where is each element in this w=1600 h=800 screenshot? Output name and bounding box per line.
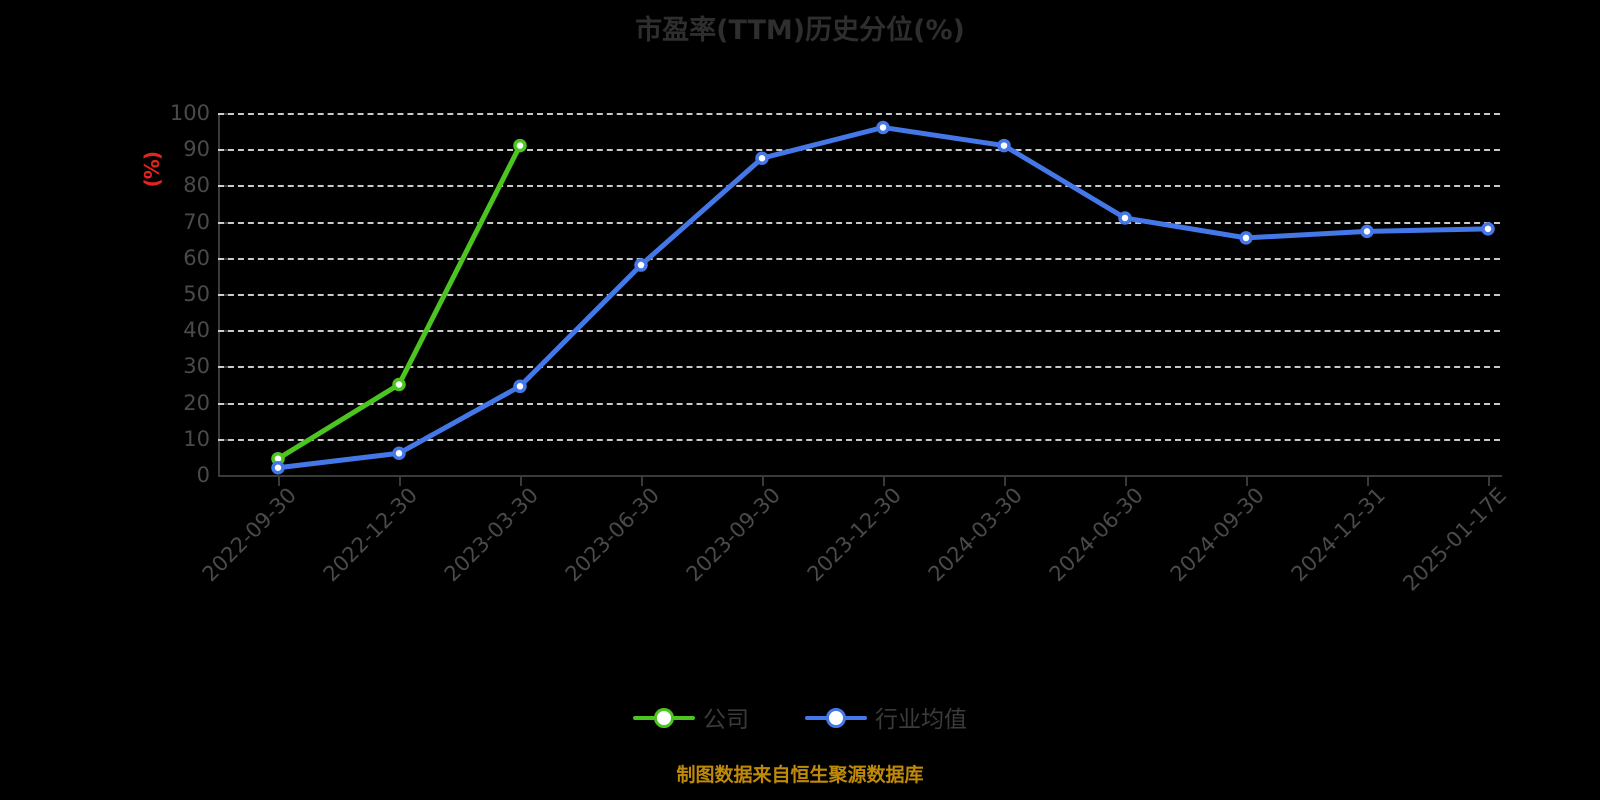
x-tick-label-8: 2024-09-30	[1165, 483, 1269, 587]
x-tick-mark-5	[883, 475, 885, 486]
gridline-100	[218, 113, 1500, 115]
gridline-10	[218, 438, 1500, 441]
data-point-行业均值-10[interactable]	[1481, 222, 1495, 236]
x-tick-mark-4	[762, 475, 764, 486]
legend-swatch-industry	[805, 705, 867, 729]
x-tick-label-5: 2023-12-30	[802, 483, 906, 587]
legend-item-industry[interactable]: 行业均值	[805, 700, 967, 734]
series-layer	[271, 120, 1495, 475]
y-tick-label-70: 70	[183, 209, 210, 234]
x-tick-label-3: 2023-06-30	[560, 483, 664, 587]
data-point-行业均值-0[interactable]	[271, 461, 285, 475]
x-tick-mark-1	[399, 475, 401, 486]
y-tick-label-40: 40	[183, 318, 210, 343]
y-tick-label-60: 60	[183, 245, 210, 270]
x-tick-mark-2	[520, 475, 522, 486]
x-tick-label-7: 2024-06-30	[1044, 483, 1148, 587]
y-tick-label-10: 10	[183, 426, 210, 451]
x-tick-mark-9	[1367, 475, 1369, 486]
data-point-行业均值-7[interactable]	[1118, 211, 1132, 225]
gridline-70	[218, 221, 1500, 224]
gridline-90	[218, 149, 1500, 152]
plot-area	[218, 113, 1500, 475]
gridline-30	[218, 366, 1500, 369]
gridline-60	[218, 257, 1500, 260]
gridline-80	[218, 185, 1500, 188]
y-tick-label-90: 90	[183, 137, 210, 162]
legend-swatch-company	[633, 705, 695, 729]
x-tick-label-9: 2024-12-31	[1286, 483, 1390, 587]
x-tick-mark-0	[278, 475, 280, 486]
data-point-行业均值-8[interactable]	[1239, 231, 1253, 245]
x-tick-mark-8	[1246, 475, 1248, 486]
data-point-行业均值-5[interactable]	[876, 120, 890, 135]
x-tick-label-2: 2023-03-30	[439, 483, 543, 587]
data-point-行业均值-9[interactable]	[1360, 224, 1374, 239]
data-point-公司-1[interactable]	[392, 377, 406, 392]
x-axis-line	[218, 475, 1502, 477]
legend-label-company: 公司	[703, 707, 749, 733]
y-tick-label-80: 80	[183, 173, 210, 198]
data-point-行业均值-1[interactable]	[392, 446, 406, 461]
x-tick-mark-3	[641, 475, 643, 486]
x-tick-mark-10	[1488, 475, 1490, 486]
legend-item-company[interactable]: 公司	[633, 700, 749, 734]
legend-label-industry: 行业均值	[875, 707, 967, 733]
x-tick-mark-6	[1004, 475, 1006, 486]
y-tick-label-0: 0	[196, 463, 210, 487]
gridline-50	[218, 294, 1500, 296]
data-point-行业均值-4[interactable]	[755, 151, 769, 165]
y-tick-mark-0	[218, 475, 228, 477]
y-tick-label-100: 100	[169, 101, 210, 125]
x-tick-label-6: 2024-03-30	[923, 483, 1027, 587]
x-tick-label-10: 2025-01-17E	[1398, 483, 1511, 596]
x-tick-label-0: 2022-09-30	[197, 483, 301, 587]
y-axis-unit-label: (%)	[140, 152, 164, 188]
y-tick-label-30: 30	[183, 354, 210, 379]
data-point-行业均值-6[interactable]	[997, 138, 1011, 153]
x-tick-label-1: 2022-12-30	[318, 483, 422, 587]
y-tick-label-50: 50	[183, 282, 210, 306]
series-line-行业均值	[275, 124, 1491, 471]
footer-source-note: 制图数据来自恒生聚源数据库	[676, 764, 924, 786]
x-tick-mark-7	[1125, 475, 1127, 486]
chart-title: 市盈率(TTM)历史分位(%)	[635, 15, 965, 46]
chart-legend: 公司 行业均值	[0, 700, 1600, 734]
data-point-行业均值-3[interactable]	[634, 258, 648, 272]
x-tick-label-4: 2023-09-30	[681, 483, 785, 587]
y-tick-label-20: 20	[183, 390, 210, 415]
gridline-40	[218, 330, 1500, 333]
data-point-公司-2[interactable]	[513, 138, 527, 153]
data-point-行业均值-2[interactable]	[513, 379, 527, 394]
series-line-公司	[275, 143, 523, 462]
gridline-20	[218, 402, 1500, 405]
